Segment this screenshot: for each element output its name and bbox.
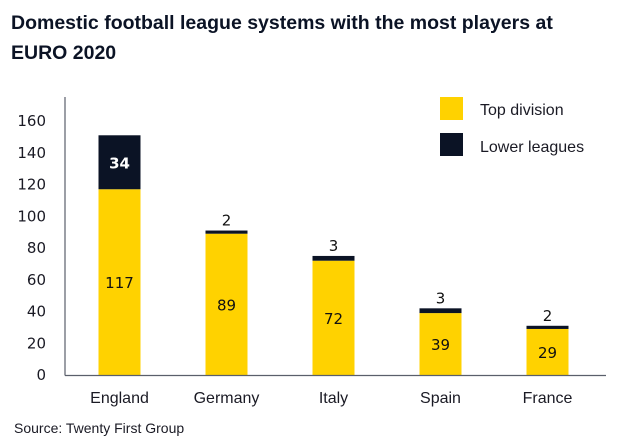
y-tick-label: 40: [27, 303, 46, 321]
x-category-label: England: [90, 390, 149, 407]
bar-lower-leagues-germany: [205, 230, 248, 234]
data-label-top-division: 117: [105, 274, 134, 292]
legend: Top division Lower leagues: [440, 97, 584, 156]
data-label-top-division: 39: [431, 336, 450, 354]
data-label-lower-leagues: 3: [436, 289, 446, 307]
y-axis-ticks: 0 20 40 60 80 100 120 140 160: [17, 112, 46, 384]
bar-top-division-italy: [312, 260, 355, 375]
legend-label-lower-leagues: Lower leagues: [480, 139, 584, 156]
y-tick-label: 20: [27, 334, 46, 352]
legend-label-top-division: Top division: [480, 102, 564, 119]
bar-lower-leagues-france: [526, 325, 569, 329]
bars: [98, 135, 569, 375]
data-label-top-division: 29: [538, 344, 557, 362]
legend-swatch-lower-leagues: [440, 133, 463, 156]
legend-swatch-top-division: [440, 97, 463, 120]
source-note: Source: Twenty First Group: [14, 420, 185, 436]
data-label-lower-leagues: 2: [222, 212, 232, 230]
y-tick-label: 80: [27, 239, 46, 257]
data-label-top-division: 72: [324, 310, 343, 328]
y-tick-label: 100: [17, 207, 46, 225]
bar-lower-leagues-italy: [312, 255, 355, 261]
y-tick-label: 0: [36, 366, 46, 384]
bar-top-division-france: [526, 328, 569, 375]
bar-top-division-germany: [205, 233, 248, 375]
y-tick-label: 60: [27, 271, 46, 289]
data-label-lower-leagues: 3: [329, 237, 339, 255]
x-category-label: Spain: [420, 390, 461, 407]
bar-top-division-spain: [419, 313, 462, 375]
y-tick-label: 140: [17, 144, 46, 162]
x-axis-categories: England Germany Italy Spain France: [90, 390, 572, 407]
data-label-top-division: 89: [217, 296, 236, 314]
bar-lower-leagues-spain: [419, 308, 462, 314]
data-label-lower-leagues: 2: [543, 307, 553, 325]
chart-title: Domestic football league systems with th…: [11, 12, 553, 64]
x-category-label: Italy: [319, 390, 348, 407]
y-tick-label: 120: [17, 176, 46, 194]
bar-lower-leagues-england: [98, 135, 141, 190]
data-label-lower-leagues: 34: [109, 154, 130, 172]
bar-top-division-england: [98, 189, 141, 375]
x-category-label: Germany: [194, 390, 260, 407]
y-tick-label: 160: [17, 112, 46, 130]
x-category-label: France: [523, 390, 573, 407]
data-labels: 117 34 89 2 72 3 39 3 29 2: [105, 154, 557, 362]
